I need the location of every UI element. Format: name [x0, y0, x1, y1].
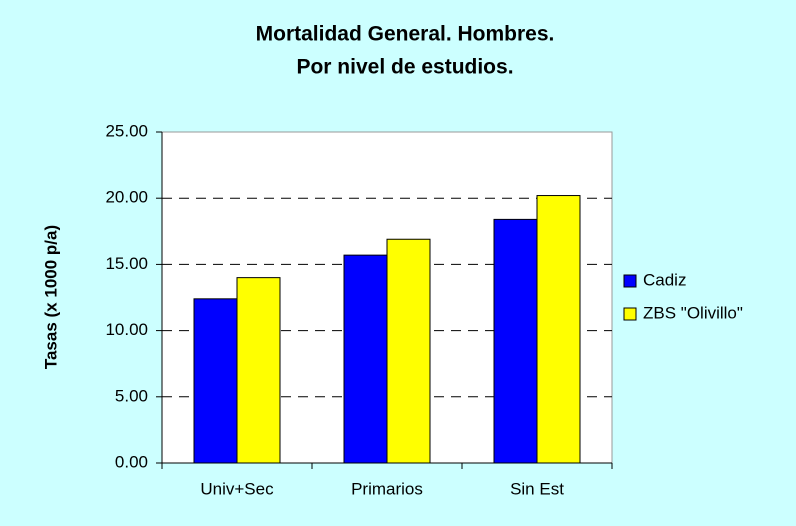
- x-tick-label: Sin Est: [510, 479, 564, 498]
- y-tick-label: 20.00: [105, 188, 148, 207]
- x-tick-label: Primarios: [351, 479, 423, 498]
- chart-title: Mortalidad General. Hombres.: [256, 23, 555, 46]
- x-tick-label: Univ+Sec: [200, 479, 274, 498]
- legend-box: [616, 262, 794, 334]
- y-tick-label: 25.00: [105, 121, 148, 140]
- y-tick-label: 10.00: [105, 320, 148, 339]
- y-tick-label: 0.00: [115, 452, 148, 471]
- chart-title: Por nivel de estudios.: [296, 56, 513, 79]
- y-axis-label: Tasas (x 1000 p/a): [41, 225, 60, 369]
- y-tick-label: 5.00: [115, 386, 148, 405]
- bar: [193, 298, 238, 464]
- bar: [386, 238, 431, 464]
- bar: [536, 195, 581, 464]
- legend-label: ZBS "Olivillo": [643, 303, 743, 322]
- bar: [236, 277, 281, 464]
- legend-swatch: [623, 307, 637, 321]
- bar: [343, 254, 388, 464]
- bar: [493, 218, 538, 464]
- y-tick-label: 15.00: [105, 254, 148, 273]
- legend-label: Cadiz: [643, 270, 686, 289]
- legend-swatch: [623, 274, 637, 288]
